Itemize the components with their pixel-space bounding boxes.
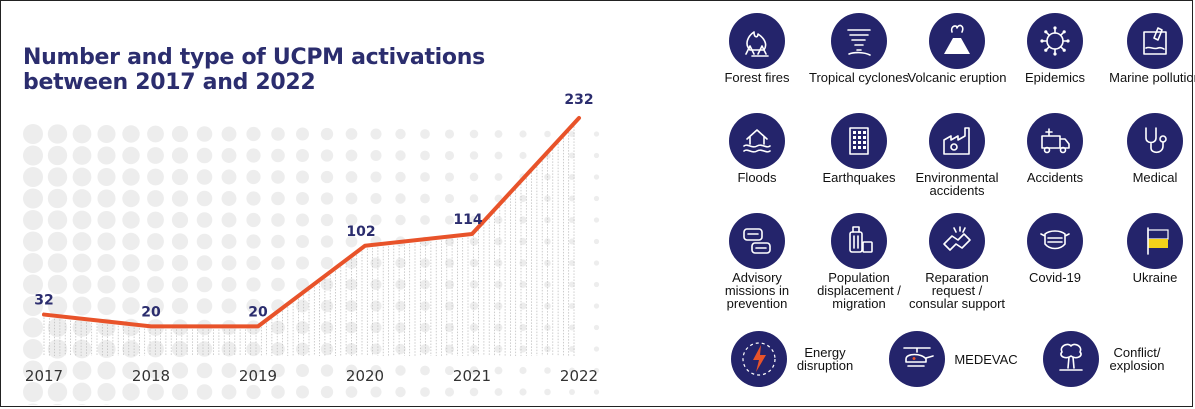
- icon-badge: [729, 13, 785, 69]
- activation-type-label: Epidemics: [1025, 70, 1085, 85]
- x-tick-label: 2017: [25, 367, 63, 385]
- icon-badge: [1127, 113, 1183, 169]
- factory-icon: [943, 127, 970, 155]
- oil-bottle-icon: [1143, 27, 1167, 55]
- activation-type-item: Epidemics: [1005, 13, 1105, 84]
- activation-type-label: Marine pollution: [1109, 70, 1195, 85]
- activation-type-item: Population displacement / migration: [809, 213, 909, 310]
- icon-badge: [889, 331, 945, 387]
- area-hatching: [43, 126, 575, 356]
- chart-panel: Number and type of UCPM activations betw…: [11, 9, 601, 405]
- activation-type-item: Ukraine: [1105, 213, 1195, 284]
- stethoscope-icon: [1145, 127, 1167, 154]
- icon-badge: [929, 213, 985, 269]
- activation-type-label: Reparation request / consular support: [908, 270, 1006, 311]
- activation-type-label: Covid-19: [1028, 270, 1082, 285]
- activation-type-item: Floods: [707, 113, 807, 184]
- activation-type-item: Tropical cyclones: [809, 13, 909, 84]
- x-tick-label: 2018: [132, 367, 170, 385]
- icon-badge: [831, 113, 887, 169]
- lightning-icon: [742, 342, 776, 376]
- handshake-icon: [943, 226, 971, 251]
- activation-type-item: MEDEVAC: [889, 331, 1021, 387]
- series-line: [42, 116, 581, 329]
- activation-type-item: Volcanic eruption: [907, 13, 1007, 84]
- activation-type-item: Marine pollution: [1105, 13, 1195, 84]
- x-tick-label: 2019: [239, 367, 277, 385]
- icon-badge: [1127, 13, 1183, 69]
- activation-type-label: MEDEVAC: [954, 351, 1018, 367]
- activation-type-item: Advisory missions in prevention: [707, 213, 807, 310]
- dot-background: [23, 124, 600, 405]
- icon-badge: [1027, 13, 1083, 69]
- activation-type-label: Conflict/ explosion: [1109, 345, 1165, 373]
- activation-type-label: Floods: [737, 170, 777, 185]
- x-tick-label: 2022: [560, 367, 598, 385]
- activation-type-label: Advisory missions in prevention: [724, 270, 790, 311]
- explosion-icon: [1059, 343, 1083, 371]
- flood-house-icon: [743, 129, 771, 153]
- helicopter-icon: [903, 347, 934, 367]
- activation-type-label: Accidents: [1026, 170, 1084, 185]
- activation-type-label: Earthquakes: [822, 170, 896, 185]
- activation-type-item: Covid-19: [1005, 213, 1105, 284]
- face-mask-icon: [1040, 230, 1070, 250]
- chat-bubbles-icon: [743, 228, 771, 254]
- activation-type-label: Population displacement / migration: [817, 270, 901, 311]
- activation-type-item: Conflict/ explosion: [1043, 331, 1169, 387]
- icon-badge: [729, 213, 785, 269]
- data-label: 232: [564, 92, 593, 108]
- activation-type-item: Environmental accidents: [907, 113, 1007, 197]
- activation-type-label: Tropical cyclones: [809, 70, 909, 85]
- activation-type-item: Forest fires: [707, 13, 807, 84]
- activation-type-label: Environmental accidents: [915, 170, 999, 198]
- data-label: 20: [141, 304, 161, 320]
- activation-type-label: Volcanic eruption: [907, 70, 1007, 85]
- activation-type-label: Medical: [1132, 170, 1178, 185]
- icon-badge: [1027, 113, 1083, 169]
- virus-icon: [1040, 26, 1070, 56]
- data-label: 114: [453, 212, 482, 228]
- activation-type-item: Accidents: [1005, 113, 1105, 184]
- icon-badge: [831, 213, 887, 269]
- activation-type-item: Reparation request / consular support: [907, 213, 1007, 310]
- building-icon: [849, 127, 869, 155]
- icon-badge: [1127, 213, 1183, 269]
- icon-badge: [1043, 331, 1099, 387]
- activation-types-legend: Forest fires Tropical cyclones Volcanic er…: [719, 13, 1195, 405]
- ambulance-icon: [1041, 128, 1070, 154]
- fire-icon: [745, 31, 769, 57]
- icon-badge: [831, 13, 887, 69]
- activation-type-label: Forest fires: [724, 70, 790, 85]
- activation-type-item: Medical: [1105, 113, 1195, 184]
- data-label: 102: [346, 224, 375, 240]
- icon-badge: [729, 113, 785, 169]
- x-tick-label: 2020: [346, 367, 384, 385]
- icon-badge: [929, 113, 985, 169]
- ukraine-flag-icon: [1147, 227, 1169, 255]
- chart-title: Number and type of UCPM activations betw…: [23, 45, 485, 95]
- luggage-icon: [849, 226, 873, 253]
- data-label: 20: [248, 304, 268, 320]
- activation-type-label: Ukraine: [1132, 270, 1178, 285]
- volcano-icon: [944, 24, 970, 54]
- icon-badge: [929, 13, 985, 69]
- data-label: 32: [34, 293, 53, 309]
- activation-type-item: Earthquakes: [809, 113, 909, 184]
- activation-type-label: Energy disruption: [796, 345, 854, 373]
- activation-type-item: Energy disruption: [731, 331, 857, 387]
- tornado-icon: [847, 29, 871, 56]
- icon-badge: [1027, 213, 1083, 269]
- icon-badge: [731, 331, 787, 387]
- x-tick-label: 2021: [453, 367, 491, 385]
